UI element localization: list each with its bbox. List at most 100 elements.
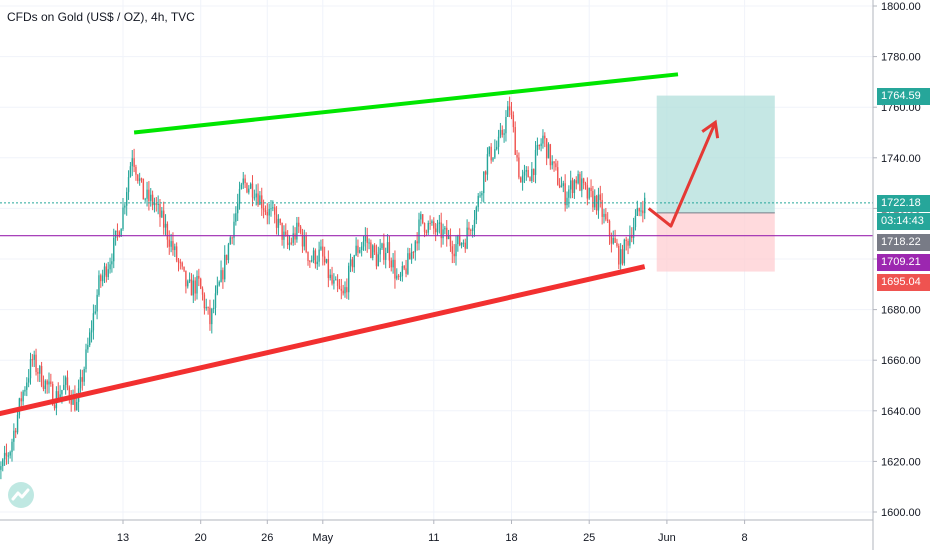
candle-body bbox=[433, 221, 435, 229]
candle-body bbox=[140, 178, 143, 180]
candle-body bbox=[416, 241, 418, 244]
candle-body bbox=[436, 224, 439, 233]
candle-body bbox=[331, 274, 333, 284]
candle-body bbox=[625, 239, 627, 241]
candle-body bbox=[264, 210, 267, 213]
trend-drawings bbox=[0, 72, 873, 417]
candle-body bbox=[163, 210, 165, 228]
candle-body bbox=[114, 230, 117, 238]
candle-body bbox=[560, 186, 563, 188]
candle-body bbox=[470, 229, 472, 231]
candle-body bbox=[27, 378, 30, 383]
tradingview-logo-icon[interactable] bbox=[8, 482, 34, 508]
candle-body bbox=[70, 397, 72, 405]
candle-body bbox=[40, 366, 43, 386]
candle-body bbox=[272, 207, 274, 209]
candle-body bbox=[253, 197, 256, 199]
candle-body bbox=[510, 110, 513, 116]
candle-body bbox=[377, 254, 379, 267]
candle-body bbox=[109, 264, 111, 270]
candle-body bbox=[423, 223, 426, 232]
candle-body bbox=[111, 261, 113, 265]
candle-body bbox=[3, 452, 6, 460]
candle-body bbox=[351, 259, 354, 268]
candle-body bbox=[290, 242, 293, 244]
price-label: 03:14:43 bbox=[877, 213, 930, 230]
candle-body bbox=[249, 183, 252, 189]
candle-body bbox=[238, 188, 241, 204]
candle-body bbox=[538, 144, 540, 147]
candle-body bbox=[103, 266, 106, 276]
candle-body bbox=[153, 203, 156, 206]
candle-body bbox=[375, 252, 378, 267]
candle-body bbox=[144, 198, 146, 200]
candle-body bbox=[357, 245, 359, 253]
candle-body bbox=[161, 210, 163, 218]
candle-body bbox=[262, 208, 265, 211]
projection-arrow-path bbox=[647, 121, 717, 228]
candle-body bbox=[464, 242, 466, 249]
candle-body bbox=[177, 260, 180, 263]
candle-body bbox=[138, 178, 141, 181]
x-tick-label: 8 bbox=[742, 532, 748, 544]
candle-body bbox=[142, 178, 145, 200]
candle-body bbox=[146, 189, 148, 199]
candle-body bbox=[299, 226, 302, 233]
candle-body bbox=[355, 245, 357, 256]
resistance-trendline bbox=[133, 72, 679, 135]
candle-body bbox=[68, 387, 71, 398]
candle-body bbox=[101, 275, 104, 282]
candle-body bbox=[22, 391, 24, 402]
candle-body bbox=[207, 306, 209, 308]
candle-body bbox=[285, 231, 287, 235]
candle-body bbox=[564, 183, 566, 206]
candle-body bbox=[385, 252, 387, 260]
candle-body bbox=[237, 203, 239, 214]
candle-body bbox=[318, 249, 320, 262]
candle-body bbox=[286, 234, 289, 246]
candle-body bbox=[222, 270, 224, 280]
candle-body bbox=[640, 210, 642, 212]
candle-body bbox=[618, 245, 620, 265]
candle-body bbox=[37, 371, 39, 374]
candle-body bbox=[181, 262, 183, 267]
candle-body bbox=[333, 280, 335, 284]
candle-body bbox=[257, 193, 259, 205]
x-tick-label: 11 bbox=[428, 532, 439, 544]
candle-body bbox=[409, 253, 411, 260]
candle-body bbox=[242, 178, 244, 185]
candle-body bbox=[599, 194, 601, 201]
candle-body bbox=[592, 191, 594, 208]
candle-body bbox=[96, 294, 98, 312]
candle-body bbox=[390, 260, 392, 268]
candle-body bbox=[105, 266, 108, 278]
candle-body bbox=[636, 208, 638, 216]
candle-body bbox=[381, 243, 383, 249]
candle-body bbox=[322, 246, 324, 257]
candle-body bbox=[170, 241, 172, 247]
candle-body bbox=[479, 195, 481, 197]
candle-body bbox=[312, 250, 315, 261]
x-tick-label: Jun bbox=[658, 532, 676, 544]
candle-body bbox=[542, 135, 544, 144]
candle-body bbox=[621, 249, 624, 264]
candle-body bbox=[420, 214, 422, 220]
candle-body bbox=[225, 254, 228, 261]
candle-body bbox=[582, 178, 585, 184]
projection-arrow-head bbox=[701, 119, 720, 139]
candle-body bbox=[397, 275, 400, 277]
candle-body bbox=[427, 222, 429, 233]
candle-body bbox=[349, 259, 352, 266]
candle-body bbox=[98, 275, 100, 295]
candle-body bbox=[346, 287, 348, 293]
candle-body bbox=[159, 203, 161, 218]
candle-body bbox=[211, 308, 213, 325]
candle-body bbox=[434, 228, 437, 233]
candle-body bbox=[301, 232, 304, 247]
candle-body bbox=[53, 405, 56, 409]
candle-body bbox=[183, 266, 185, 271]
candle-body bbox=[64, 377, 67, 385]
candle-body bbox=[277, 218, 280, 228]
